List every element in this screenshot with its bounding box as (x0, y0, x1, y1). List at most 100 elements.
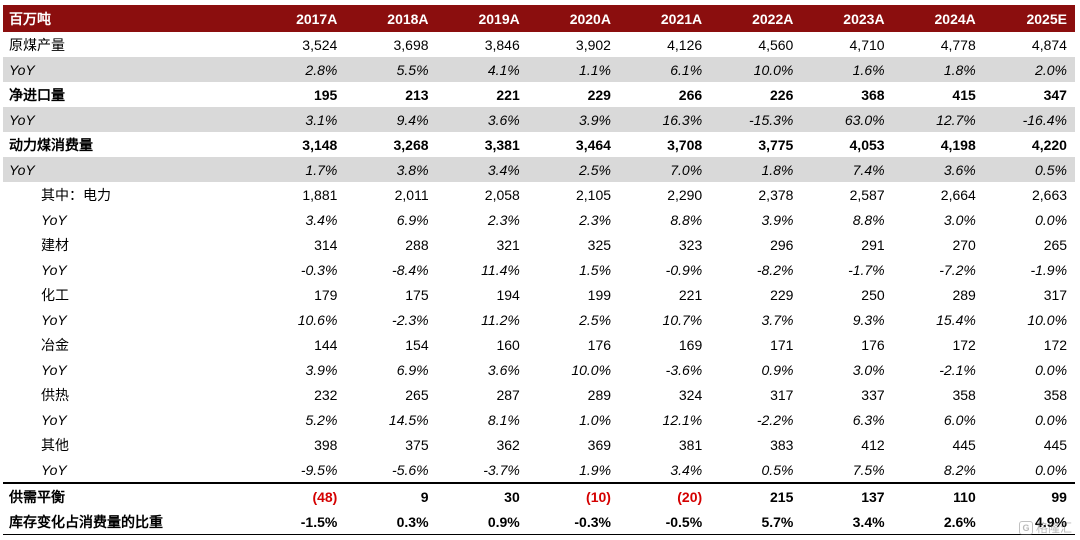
table-cell: 3.6% (943, 161, 976, 178)
table-cell: 412 (861, 436, 885, 453)
year-header: 2020A (569, 10, 611, 27)
table-cell: 169 (678, 336, 703, 353)
table-row: 库存变化占消费量的比重 -1.5% 0.3% 0.9% -0.3% -0.5% 5.7% 3.… (3, 509, 1075, 535)
table-cell: 3.6% (487, 111, 520, 128)
table-cell: 6.0% (943, 411, 976, 428)
table-cell: 2.8% (305, 61, 338, 78)
table-cell: 4,198 (940, 136, 976, 153)
table-cell: 15.4% (936, 311, 976, 328)
row-label: YoY (41, 411, 67, 428)
table-cell: 199 (587, 286, 612, 303)
table-cell: 2.5% (579, 161, 611, 178)
table-cell: 215 (770, 488, 794, 505)
table-cell: 226 (770, 86, 794, 103)
table-cell: 3.7% (761, 311, 794, 328)
year-header: 2022A (752, 10, 794, 27)
table-cell: 250 (861, 286, 885, 303)
unit-label: 百万吨 (9, 10, 51, 27)
table-cell: 4,710 (849, 36, 885, 53)
table-row: 动力煤消费量 3,148 3,268 3,381 3,464 3,708 3,775 4,05… (3, 132, 1075, 157)
table-cell: 369 (587, 436, 612, 453)
table-cell: 5.7% (761, 513, 794, 530)
table-cell: 3.4% (305, 211, 338, 228)
table-cell: -1.5% (300, 513, 338, 530)
table-cell: 99 (1051, 488, 1067, 505)
table-cell: 4,126 (667, 36, 703, 53)
table-cell: 3,698 (393, 36, 429, 53)
row-label: 化工 (41, 286, 69, 303)
row-label: 原煤产量 (9, 36, 65, 53)
coal-balance-table: 百万吨 2017A 2018A 2019A 2020A 2021A 2022A … (3, 5, 1075, 535)
table-cell: -8.2% (756, 261, 794, 278)
table-cell: 2,105 (575, 186, 612, 203)
table-cell: 3.8% (396, 161, 429, 178)
table-cell: 9 (420, 488, 429, 505)
table-cell: -2.1% (939, 361, 976, 378)
table-cell: 2,011 (394, 186, 429, 203)
table-cell: -5.6% (392, 461, 429, 478)
table-cell: 314 (314, 236, 338, 253)
table-row: YoY 2.8% 5.5% 4.1% 1.1% 6.1% 10.0% 1.6% 1.8% 2.0% (3, 57, 1075, 82)
table-cell: 8.8% (852, 211, 885, 228)
table-cell: 8.8% (670, 211, 703, 228)
table-cell: 213 (405, 86, 429, 103)
table-cell: 296 (770, 236, 794, 253)
row-label: YoY (41, 461, 67, 478)
table-cell: -9.5% (300, 461, 338, 478)
table-cell: 375 (405, 436, 429, 453)
table-row: 原煤产量 3,524 3,698 3,846 3,902 4,126 4,560 4,710 4… (3, 32, 1075, 57)
table-cell: 176 (587, 336, 612, 353)
table-cell: 195 (313, 86, 338, 103)
gelonghui-logo-icon: G (1018, 520, 1033, 535)
row-label: YoY (9, 111, 35, 128)
table-cell: 232 (314, 386, 338, 403)
table-cell: 4,778 (940, 36, 976, 53)
table-cell: 445 (1043, 436, 1068, 453)
table-cell: 3.4% (670, 461, 703, 478)
table-cell: 289 (952, 286, 976, 303)
row-label: 净进口量 (9, 86, 65, 103)
table-cell: 229 (587, 86, 611, 103)
table-row: YoY 10.6% -2.3% 11.2% 2.5% 10.7% 3.7% 9.3% 15.4%… (3, 307, 1075, 332)
row-label: 动力煤消费量 (9, 136, 93, 153)
table-cell: -7.2% (939, 261, 976, 278)
table-cell: -0.5% (665, 513, 703, 530)
table-cell: 3,524 (302, 36, 338, 53)
row-label: 建材 (41, 236, 69, 253)
year-header: 2024A (934, 10, 976, 27)
table-cell: 2,587 (849, 186, 885, 203)
year-header: 2025E (1026, 10, 1067, 27)
table-cell: 4.1% (487, 61, 520, 78)
table-row: YoY 3.9% 6.9% 3.6% 10.0% -3.6% 0.9% 3.0% -2.1% 0.… (3, 357, 1075, 382)
table-cell: 176 (861, 336, 885, 353)
table-cell: 160 (496, 336, 520, 353)
table-cell: 10.0% (1027, 311, 1068, 328)
table-cell: 3.1% (305, 111, 338, 128)
table-cell: -3.7% (483, 461, 520, 478)
table-cell: 325 (587, 236, 612, 253)
table-row: 供需平衡 (48) 9 30 (10) (20) 215 137 110 99 (3, 482, 1075, 509)
table-cell: 10.0% (753, 61, 794, 78)
table-cell: 10.6% (297, 311, 338, 328)
year-header: 2019A (478, 10, 520, 27)
table-cell: -2.2% (756, 411, 794, 428)
table-cell: 6.9% (396, 211, 429, 228)
table-cell: 144 (314, 336, 338, 353)
table-row: YoY 3.1% 9.4% 3.6% 3.9% 16.3% -15.3% 63.0% 12.7%… (3, 107, 1075, 132)
table-cell: 3,148 (302, 136, 338, 153)
table-cell: 4,560 (758, 36, 794, 53)
table-cell: -15.3% (749, 111, 794, 128)
row-label: 冶金 (41, 336, 69, 353)
table-cell: 1.7% (305, 161, 338, 178)
table-cell: -3.6% (665, 361, 703, 378)
table-cell: 6.1% (670, 61, 703, 78)
table-cell: 12.1% (662, 411, 703, 428)
table-cell: 324 (678, 386, 703, 403)
table-header-row: 百万吨 2017A 2018A 2019A 2020A 2021A 2022A … (3, 5, 1075, 32)
table-cell: 0.5% (761, 461, 794, 478)
row-label: 库存变化占消费量的比重 (9, 513, 163, 530)
row-label: 供需平衡 (9, 488, 65, 505)
table-cell: 6.3% (852, 411, 885, 428)
year-header: 2021A (660, 10, 703, 27)
table-cell: 7.5% (852, 461, 885, 478)
